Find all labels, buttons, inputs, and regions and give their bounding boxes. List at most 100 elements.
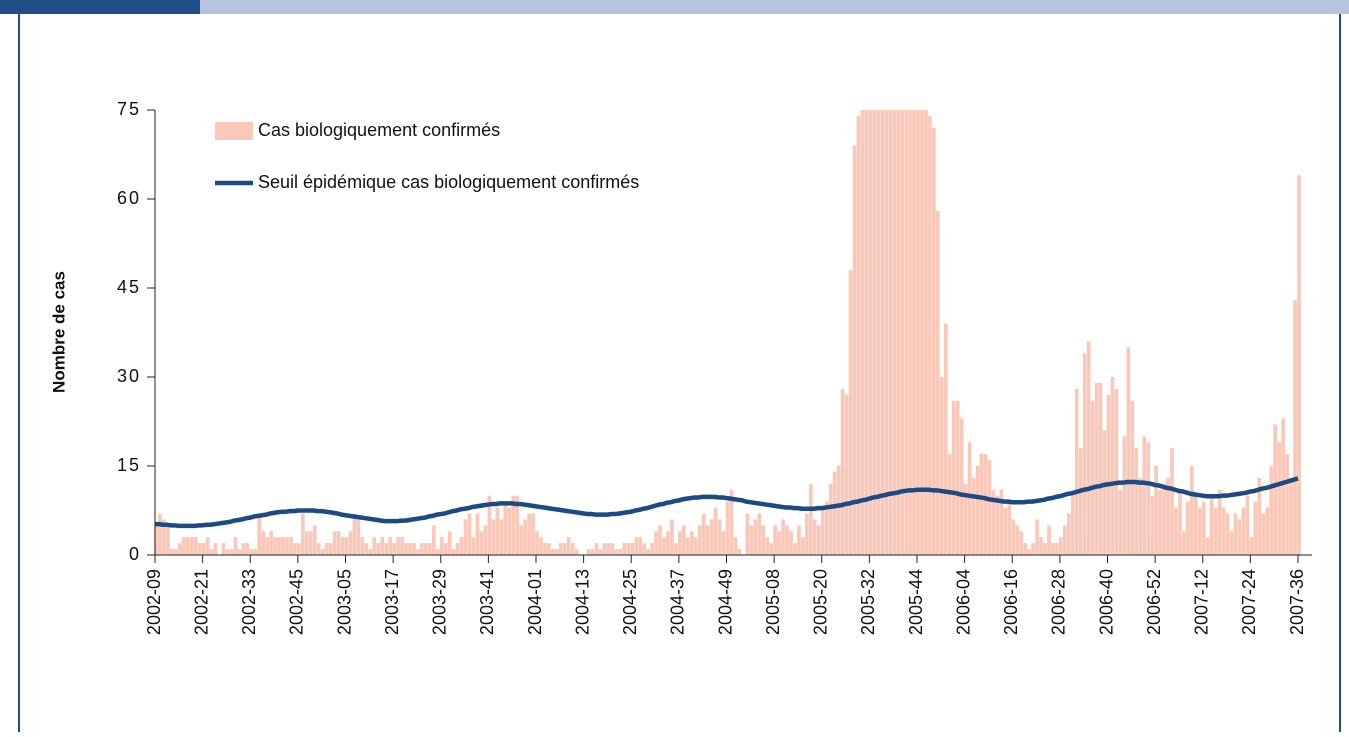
bar — [769, 543, 773, 555]
bar — [253, 549, 258, 555]
legend-label: Seuil épidémique cas biologiquement conf… — [258, 172, 639, 192]
bar — [487, 495, 492, 555]
bar — [241, 543, 246, 555]
bar — [844, 394, 849, 555]
bar — [1066, 513, 1071, 555]
bar — [574, 549, 579, 555]
bar — [685, 537, 690, 555]
bar — [1178, 489, 1182, 555]
bar — [277, 537, 281, 555]
x-tick-label: 2005-44 — [906, 569, 926, 635]
bar — [896, 110, 900, 555]
bar — [189, 537, 194, 555]
bar — [197, 543, 202, 555]
bar — [443, 543, 448, 555]
bar — [801, 537, 805, 555]
bar — [781, 519, 785, 555]
bar — [900, 110, 904, 555]
bar — [733, 537, 738, 555]
bar — [598, 549, 603, 555]
bar — [828, 483, 833, 555]
bar — [475, 513, 480, 555]
bar — [177, 543, 182, 555]
bar — [1182, 531, 1186, 555]
bar — [281, 537, 285, 555]
bar — [1094, 382, 1099, 555]
bar — [1237, 519, 1242, 555]
bar — [678, 531, 682, 555]
bar — [304, 531, 309, 555]
bar — [376, 543, 381, 555]
bar — [638, 537, 643, 555]
bar — [527, 513, 531, 555]
bar — [551, 549, 555, 555]
y-tick-label: 45 — [117, 277, 141, 297]
bar — [951, 400, 956, 555]
bar — [1122, 436, 1127, 555]
bar — [455, 543, 460, 555]
bar — [344, 537, 349, 555]
bar — [1217, 489, 1222, 555]
bar — [1126, 347, 1131, 555]
bar — [868, 110, 873, 555]
bar — [812, 519, 817, 555]
bar — [170, 549, 174, 555]
bar — [245, 543, 250, 555]
bar — [892, 110, 897, 555]
x-tick-label: 2004-49 — [715, 569, 735, 635]
bar — [1249, 537, 1254, 555]
bar — [435, 549, 440, 555]
bar — [205, 537, 210, 555]
bar — [991, 489, 996, 555]
bar — [261, 531, 265, 555]
x-tick-label: 2007-12 — [1192, 569, 1212, 635]
bar — [1114, 388, 1119, 555]
bar — [1158, 489, 1162, 555]
bar — [158, 513, 162, 555]
bar — [336, 531, 341, 555]
bar — [562, 543, 567, 555]
bar — [364, 543, 369, 555]
bar — [324, 543, 329, 555]
bar — [555, 549, 559, 555]
bar — [959, 418, 964, 555]
bar — [717, 519, 722, 555]
bar — [757, 513, 762, 555]
bar — [1229, 531, 1234, 555]
bar — [1086, 341, 1091, 555]
x-tick-label: 2003-05 — [334, 569, 354, 635]
bar — [1051, 543, 1055, 555]
x-tick-label: 2003-29 — [430, 569, 450, 635]
bar — [181, 537, 186, 555]
bar — [356, 519, 361, 555]
bar — [233, 537, 238, 555]
bar — [797, 525, 801, 555]
bar — [1007, 501, 1012, 555]
bar — [328, 543, 333, 555]
bar — [1074, 388, 1079, 555]
bar — [1201, 501, 1206, 555]
bar — [483, 525, 488, 555]
bar — [1253, 501, 1258, 555]
bar — [301, 513, 305, 555]
bar — [221, 543, 226, 555]
x-tick-label: 2004-25 — [620, 569, 640, 635]
bar — [1162, 483, 1166, 555]
bar — [884, 110, 889, 555]
bar — [340, 537, 345, 555]
bar — [408, 543, 412, 555]
bar — [928, 115, 932, 555]
bar — [1221, 507, 1226, 555]
bar — [1146, 442, 1151, 555]
bar — [1019, 531, 1024, 555]
y-tick-label: 0 — [129, 544, 141, 564]
bar — [166, 525, 170, 555]
bar — [507, 507, 512, 555]
bar — [463, 519, 468, 555]
bar — [1055, 543, 1059, 555]
bar — [237, 549, 242, 555]
bar — [1261, 513, 1266, 555]
bar — [511, 495, 516, 555]
bar — [594, 543, 599, 555]
legend-label: Cas biologiquement confirmés — [258, 120, 500, 140]
